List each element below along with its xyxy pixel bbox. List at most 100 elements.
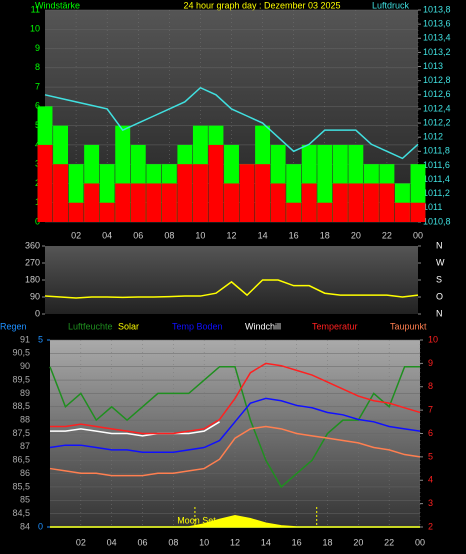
y2-tick-label: 1013,6 [423, 19, 451, 29]
x-tick-label: 04 [107, 537, 117, 547]
x-tick-label: 14 [258, 230, 268, 240]
y2-tick-label: 1011,2 [423, 188, 450, 198]
y-tick-label: 85,5 [12, 481, 30, 491]
y-tick-label: 180 [25, 274, 40, 284]
y2-tick-label: 7 [428, 405, 433, 415]
x-tick-label: 10 [195, 230, 205, 240]
annotation: Moon Set [177, 515, 216, 525]
x-tick-label: 00 [415, 537, 425, 547]
y2-tick-label: 6 [428, 428, 433, 438]
y-tick-label: 90,5 [12, 348, 30, 358]
x-tick-label: 14 [261, 537, 271, 547]
y2-tick-label: 1013 [423, 61, 443, 71]
x-tick-label: 18 [322, 537, 332, 547]
y-tick-label: 89,5 [12, 374, 30, 384]
legend-entry: Temperatur [312, 321, 358, 331]
y-tick-label: 89 [20, 388, 30, 398]
bar [270, 183, 286, 222]
legend-entry: Solar [118, 321, 139, 331]
bar [192, 164, 208, 222]
y2-tick-label: 1011 [423, 202, 442, 212]
y2-tick-label: 1013,4 [423, 33, 451, 43]
bar [348, 183, 364, 222]
line [44, 86, 419, 160]
bar [177, 164, 193, 222]
y-tick-label: 91 [20, 334, 30, 344]
y2-tick-label: 1012,8 [423, 75, 451, 85]
bar [161, 183, 177, 222]
y2-tick-label: 10 [428, 334, 438, 344]
bar [84, 183, 100, 222]
x-tick-label: 06 [137, 537, 147, 547]
legend-entry: Windchill [245, 321, 281, 331]
x-tick-label: 02 [71, 230, 81, 240]
x-tick-label: 22 [384, 537, 394, 547]
x-tick-label: 16 [292, 537, 302, 547]
bar [99, 202, 115, 222]
y-tick-label: 10 [30, 24, 40, 34]
bar [332, 183, 348, 222]
bar [286, 202, 302, 222]
x-tick-label: 12 [230, 537, 240, 547]
y2-tick-label: W [436, 257, 445, 267]
x-tick-label: 12 [226, 230, 236, 240]
y2-tick-label: 1012,4 [423, 103, 451, 113]
x-tick-label: 18 [320, 230, 330, 240]
y2-tick-label: S [436, 274, 442, 284]
y2-tick-label: 3 [428, 498, 433, 508]
y2-tick-label: 8 [428, 381, 433, 391]
bar [208, 144, 224, 222]
bar [255, 164, 271, 222]
y-tick-label: 90 [30, 291, 40, 301]
y-tick-label: 11 [31, 4, 40, 14]
area [50, 515, 420, 528]
y2-tick-label: 9 [428, 358, 433, 368]
y2-tick-label: 1011,8 [423, 146, 450, 156]
x-tick-label: 22 [382, 230, 392, 240]
bar [68, 202, 84, 222]
y-tick-label: 4 [35, 139, 40, 149]
y2-tick-label: N [436, 240, 443, 250]
bar [379, 183, 395, 222]
bar [239, 164, 255, 222]
legend-entry: Taupunkt [390, 321, 427, 331]
y2-tick-label: 1012,6 [423, 89, 451, 99]
x-tick-label: 08 [164, 230, 174, 240]
y-tick-label: 85 [20, 495, 30, 505]
legend-entry: Temp Boden [172, 321, 223, 331]
y2-tick-label: 1012,2 [423, 117, 451, 127]
y-tick-label: 270 [25, 257, 40, 267]
y3-tick-label: 5 [38, 334, 43, 344]
y-tick-label: 84 [20, 521, 30, 531]
y-tick-label: 3 [35, 159, 40, 169]
plot-bg [45, 246, 418, 314]
y-tick-label: 90 [20, 361, 30, 371]
legend-entry: Luftfeuchte [68, 321, 113, 331]
bar [394, 202, 410, 222]
bar [317, 202, 333, 222]
y2-label: Luftdruck [372, 0, 410, 10]
x-tick-label: 16 [289, 230, 299, 240]
y2-tick-label: N [436, 308, 443, 318]
y2-tick-label: 1010,8 [423, 216, 451, 226]
y-tick-label: 84,5 [12, 508, 30, 518]
bar [224, 183, 239, 222]
bar [146, 183, 162, 222]
y-tick-label: 9 [35, 43, 40, 53]
x-tick-label: 04 [102, 230, 112, 240]
y-tick-label: 7 [35, 81, 40, 91]
y-tick-label: 1 [35, 197, 40, 207]
line [50, 421, 220, 437]
x-tick-label: 20 [353, 537, 363, 547]
x-tick-label: 00 [413, 230, 423, 240]
y-tick-label: 5 [35, 120, 40, 130]
bar [37, 144, 53, 222]
y2-tick-label: 4 [428, 475, 433, 485]
y2-tick-label: 1013,2 [423, 47, 451, 57]
y2-tick-label: 1011,4 [423, 174, 450, 184]
y-tick-label: 0 [35, 216, 40, 226]
x-tick-label: 20 [351, 230, 361, 240]
bar [115, 183, 131, 222]
chart-title: 24 hour graph day : Dezember 03 2025 [183, 0, 340, 10]
